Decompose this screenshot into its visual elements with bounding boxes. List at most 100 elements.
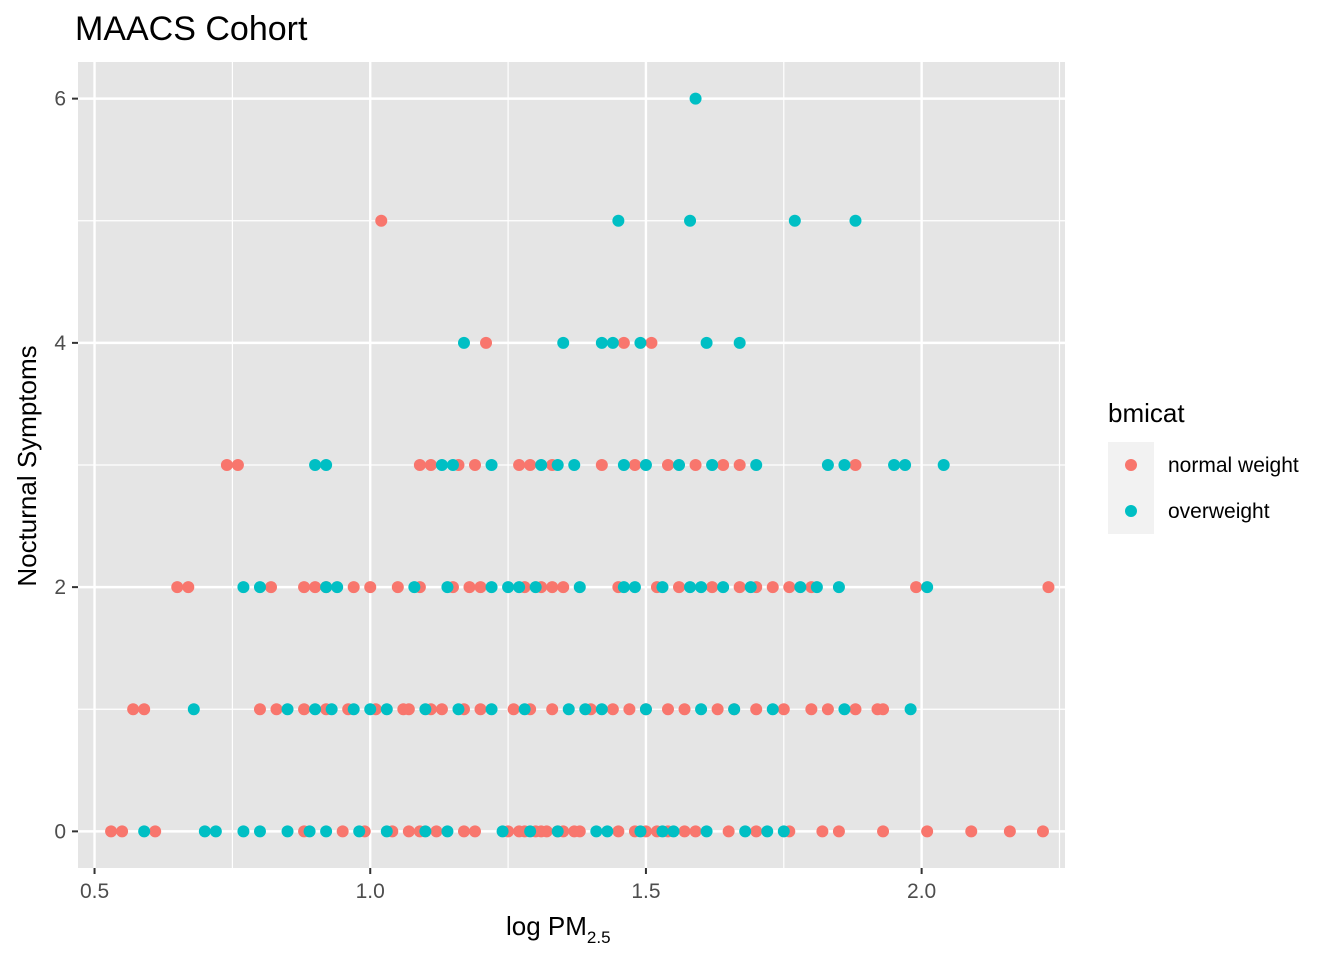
point-normal-weight <box>231 459 244 471</box>
point-overweight <box>656 825 669 838</box>
point-overweight <box>684 581 697 594</box>
chart-title: MAACS Cohort <box>75 10 308 48</box>
point-overweight <box>717 581 730 594</box>
x-tick-label: 0.5 <box>80 880 109 903</box>
point-overweight <box>750 459 763 471</box>
point-normal-weight <box>220 459 233 471</box>
point-overweight <box>441 581 454 594</box>
point-overweight <box>419 825 432 838</box>
point-overweight <box>695 581 708 594</box>
point-normal-weight <box>298 703 311 716</box>
x-axis: 0.5 1.0 1.5 2.0 <box>80 868 936 903</box>
point-overweight <box>452 703 465 716</box>
point-overweight <box>744 581 757 594</box>
point-overweight <box>606 336 619 349</box>
point-normal-weight <box>623 703 636 716</box>
point-overweight <box>739 825 752 838</box>
point-overweight <box>673 459 686 471</box>
point-normal-weight <box>689 825 702 838</box>
point-overweight <box>281 703 294 716</box>
point-normal-weight <box>336 825 349 838</box>
legend-label-normal-weight: normal weight <box>1168 454 1299 477</box>
point-normal-weight <box>469 459 482 471</box>
point-overweight <box>684 214 697 227</box>
point-normal-weight <box>645 336 658 349</box>
point-overweight <box>700 336 713 349</box>
point-overweight <box>838 459 851 471</box>
point-overweight <box>695 703 708 716</box>
point-overweight <box>551 459 564 471</box>
point-overweight <box>794 581 807 594</box>
point-overweight <box>457 336 470 349</box>
point-normal-weight <box>750 703 763 716</box>
x-tick-label: 2.0 <box>907 880 936 903</box>
point-normal-weight <box>435 703 448 716</box>
point-normal-weight <box>463 581 476 594</box>
legend-title: bmicat <box>1108 398 1185 428</box>
point-normal-weight <box>546 703 559 716</box>
point-normal-weight <box>661 459 674 471</box>
point-overweight <box>904 703 917 716</box>
point-normal-weight <box>628 459 641 471</box>
point-overweight <box>639 703 652 716</box>
point-normal-weight <box>546 581 559 594</box>
y-tick-label: 6 <box>54 88 66 111</box>
x-tick-label: 1.0 <box>356 880 385 903</box>
point-overweight <box>187 703 200 716</box>
point-overweight <box>518 703 531 716</box>
point-overweight <box>921 581 934 594</box>
point-normal-weight <box>877 825 890 838</box>
point-overweight <box>331 581 344 594</box>
point-normal-weight <box>524 459 537 471</box>
point-normal-weight <box>766 581 779 594</box>
point-normal-weight <box>733 581 746 594</box>
point-normal-weight <box>469 825 482 838</box>
x-tick-label: 1.5 <box>631 880 660 903</box>
point-normal-weight <box>733 459 746 471</box>
point-overweight <box>634 336 647 349</box>
point-normal-weight <box>617 336 630 349</box>
point-normal-weight <box>264 581 277 594</box>
point-overweight <box>502 581 515 594</box>
data-points <box>105 92 1055 838</box>
point-normal-weight <box>832 825 845 838</box>
point-overweight <box>595 703 608 716</box>
point-normal-weight <box>805 703 818 716</box>
point-normal-weight <box>849 703 862 716</box>
point-overweight <box>419 703 432 716</box>
point-normal-weight <box>606 703 619 716</box>
point-normal-weight <box>391 581 404 594</box>
point-normal-weight <box>457 825 470 838</box>
point-overweight <box>320 459 333 471</box>
point-overweight <box>628 581 641 594</box>
legend: bmicat normal weight overweight <box>1108 398 1299 534</box>
point-overweight <box>667 825 680 838</box>
point-normal-weight <box>182 581 195 594</box>
point-normal-weight <box>364 581 377 594</box>
point-normal-weight <box>689 459 702 471</box>
point-normal-weight <box>270 703 283 716</box>
point-overweight <box>656 581 669 594</box>
point-normal-weight <box>821 703 834 716</box>
point-overweight <box>832 581 845 594</box>
point-overweight <box>733 336 746 349</box>
point-overweight <box>579 703 592 716</box>
point-normal-weight <box>673 581 686 594</box>
point-normal-weight <box>877 703 890 716</box>
point-overweight <box>551 825 564 838</box>
y-tick-label: 4 <box>54 332 66 355</box>
point-overweight <box>353 825 366 838</box>
point-overweight <box>761 825 774 838</box>
point-normal-weight <box>138 703 151 716</box>
point-normal-weight <box>612 825 625 838</box>
point-normal-weight <box>661 703 674 716</box>
point-overweight <box>364 703 377 716</box>
point-overweight <box>788 214 801 227</box>
point-overweight <box>601 825 614 838</box>
point-normal-weight <box>298 581 311 594</box>
point-overweight <box>380 703 393 716</box>
point-normal-weight <box>717 459 730 471</box>
point-normal-weight <box>105 825 118 838</box>
point-overweight <box>138 825 151 838</box>
point-overweight <box>380 825 393 838</box>
